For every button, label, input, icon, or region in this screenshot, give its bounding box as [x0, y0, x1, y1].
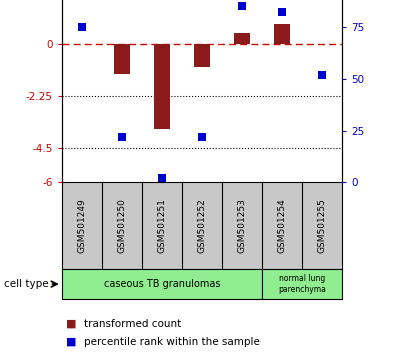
Point	[119, 134, 125, 139]
Bar	[114, 44, 130, 74]
Point	[159, 175, 165, 181]
Text: caseous TB granulomas: caseous TB granulomas	[103, 279, 220, 289]
Text: normal lung
parenchyma: normal lung parenchyma	[278, 274, 326, 294]
Text: ■: ■	[66, 337, 76, 347]
Text: GSM501254: GSM501254	[278, 198, 287, 253]
Text: ■: ■	[66, 319, 76, 329]
Text: cell type: cell type	[4, 279, 49, 289]
Bar	[194, 44, 210, 67]
Text: GSM501253: GSM501253	[238, 198, 247, 253]
Bar	[262, 269, 342, 299]
Text: GSM501251: GSM501251	[157, 198, 166, 253]
Point	[78, 24, 85, 30]
Text: GSM501255: GSM501255	[318, 198, 327, 253]
Bar	[274, 24, 290, 44]
Point	[199, 134, 205, 139]
Point	[239, 4, 245, 9]
Text: GSM501249: GSM501249	[77, 198, 86, 253]
Text: transformed count: transformed count	[84, 319, 181, 329]
Bar	[234, 33, 250, 44]
Point	[279, 10, 285, 15]
Bar	[62, 269, 262, 299]
Point	[319, 72, 326, 78]
Text: GSM501252: GSM501252	[197, 198, 207, 253]
Text: GSM501250: GSM501250	[117, 198, 126, 253]
Text: percentile rank within the sample: percentile rank within the sample	[84, 337, 259, 347]
Bar	[154, 44, 170, 130]
